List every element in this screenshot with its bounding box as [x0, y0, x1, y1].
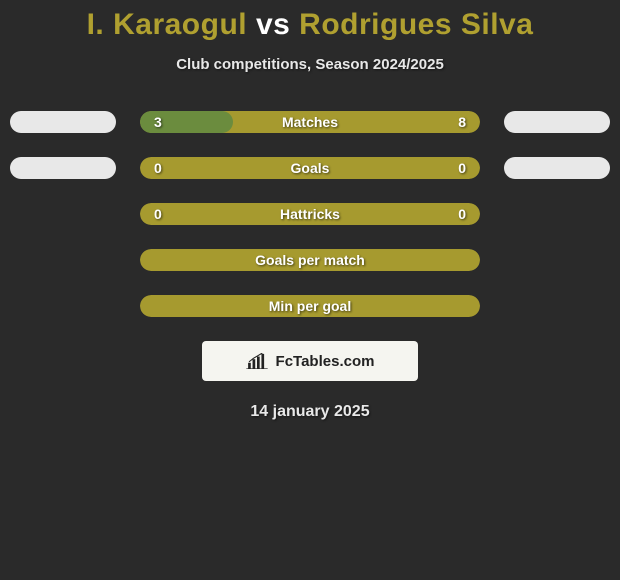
date-text: 14 january 2025: [10, 403, 610, 421]
page-title: I. Karaogul vs Rodrigues Silva: [10, 0, 610, 42]
stat-bar: Min per goal: [140, 295, 480, 317]
stat-row: 0 0 Goals: [10, 157, 610, 179]
player1-badge: [10, 157, 116, 179]
bar-label: Goals per match: [255, 252, 365, 268]
bar-label: Hattricks: [280, 206, 340, 222]
stat-bar: 0 0 Hattricks: [140, 203, 480, 225]
stat-bar: 3 8 Matches: [140, 111, 480, 133]
brand-box: FcTables.com: [202, 341, 418, 381]
player1-name: I. Karaogul: [87, 8, 248, 41]
stat-row: 0 0 Hattricks: [10, 203, 610, 225]
stat-bar: 0 0 Goals: [140, 157, 480, 179]
value-right: 0: [458, 206, 466, 222]
bar-label: Matches: [282, 114, 338, 130]
subtitle: Club competitions, Season 2024/2025: [10, 56, 610, 73]
player2-name: Rodrigues Silva: [299, 8, 533, 41]
stat-row: Min per goal: [10, 295, 610, 317]
value-left: 3: [154, 114, 162, 130]
value-left: 0: [154, 160, 162, 176]
stat-row: Goals per match: [10, 249, 610, 271]
value-right: 8: [458, 114, 466, 130]
brand-text: FcTables.com: [276, 353, 375, 370]
player1-badge: [10, 111, 116, 133]
value-left: 0: [154, 206, 162, 222]
bar-chart-icon: [246, 353, 268, 369]
stats-rows: 3 8 Matches 0 0 Goals 0 0 Hattricks Goals per mat…: [10, 111, 610, 317]
bar-label: Goals: [291, 160, 330, 176]
vs-text: vs: [247, 8, 299, 41]
stat-row: 3 8 Matches: [10, 111, 610, 133]
bar-label: Min per goal: [269, 298, 351, 314]
stat-bar: Goals per match: [140, 249, 480, 271]
player2-badge: [504, 157, 610, 179]
value-right: 0: [458, 160, 466, 176]
player2-badge: [504, 111, 610, 133]
